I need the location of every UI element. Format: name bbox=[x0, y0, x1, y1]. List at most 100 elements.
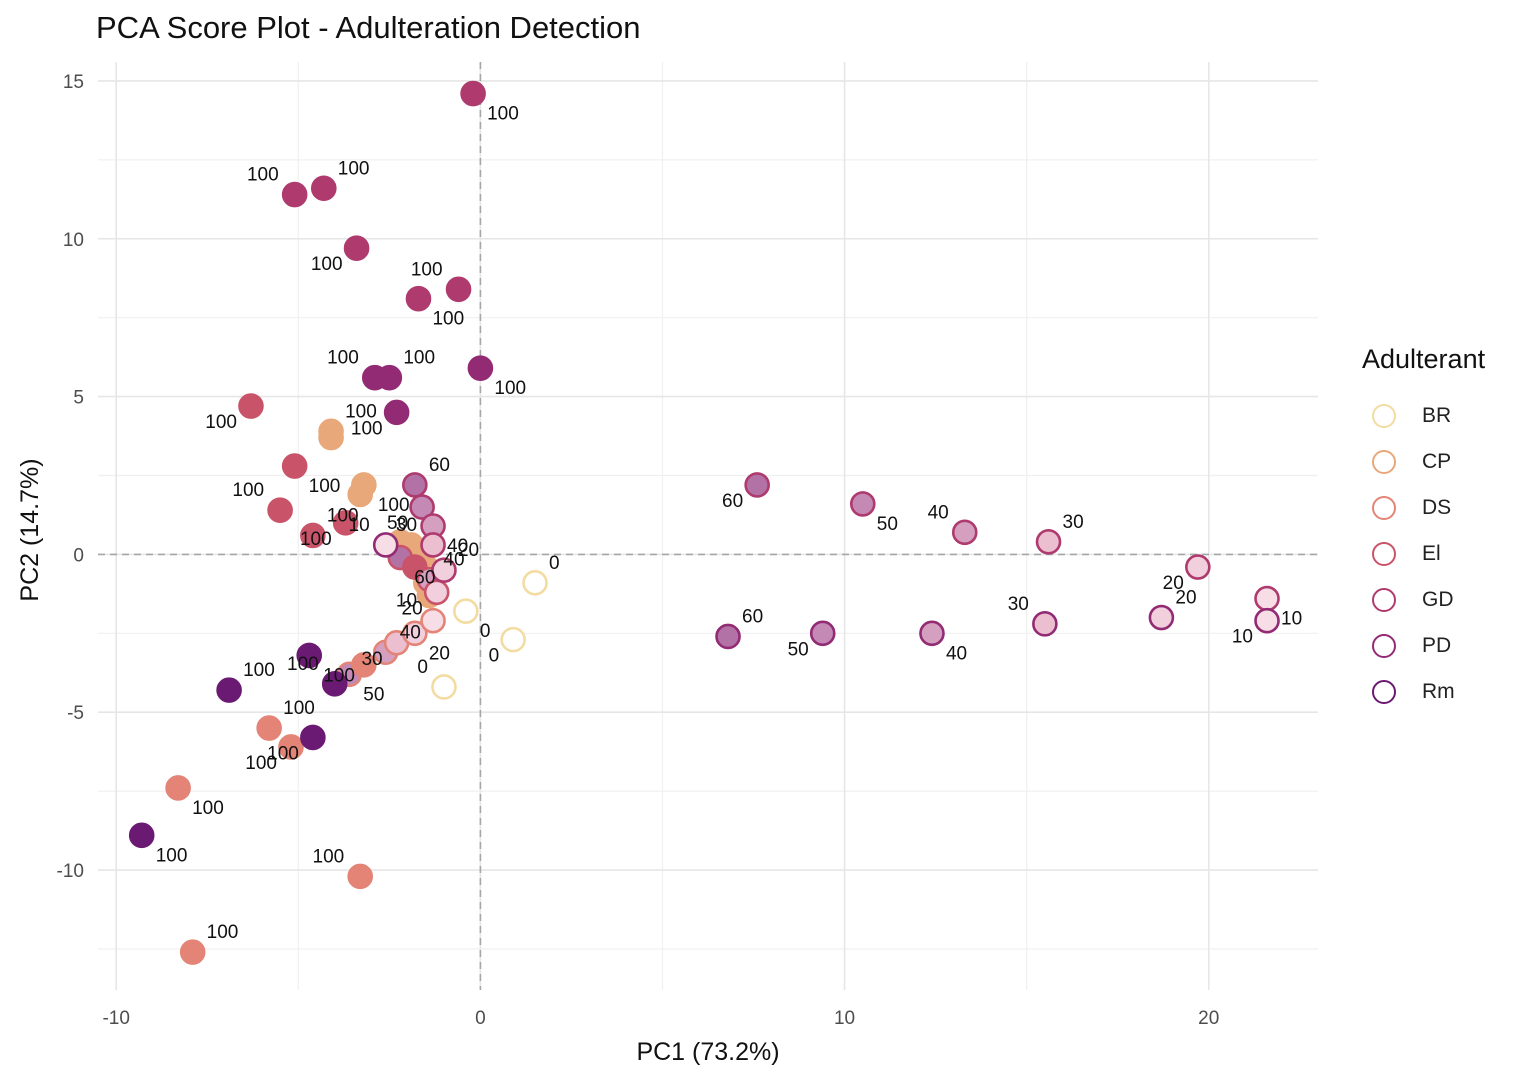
data-points bbox=[128, 80, 1280, 965]
data-label: 100 bbox=[411, 259, 443, 280]
data-point-cp bbox=[347, 481, 374, 508]
data-point-pd bbox=[376, 364, 403, 391]
x-tick-label: 10 bbox=[834, 1008, 855, 1029]
data-label: 60 bbox=[742, 606, 763, 627]
x-tick-label: 20 bbox=[1198, 1008, 1219, 1029]
y-tick-label: 5 bbox=[73, 388, 84, 409]
data-label: 100 bbox=[327, 348, 359, 369]
legend-key bbox=[1372, 404, 1396, 428]
data-label: 100 bbox=[283, 698, 315, 719]
data-label: 0 bbox=[417, 657, 428, 678]
data-point-br bbox=[500, 626, 526, 653]
legend-item-pd: PD bbox=[1362, 623, 1485, 669]
legend-item-br: BR bbox=[1362, 393, 1485, 439]
legend-key bbox=[1372, 634, 1396, 658]
legend-label: Rm bbox=[1422, 680, 1455, 703]
data-label: 100 bbox=[338, 158, 370, 179]
data-label: 60 bbox=[414, 568, 435, 589]
data-label: 10 bbox=[349, 515, 370, 536]
data-point-ds bbox=[420, 607, 446, 634]
legend-key bbox=[1372, 450, 1396, 474]
legend-label: DS bbox=[1422, 496, 1452, 519]
data-point-rm bbox=[216, 677, 242, 703]
x-tick-label: 0 bbox=[475, 1008, 486, 1029]
legend-label: El bbox=[1422, 542, 1441, 565]
data-point-pd bbox=[1032, 611, 1058, 637]
data-label: 100 bbox=[313, 846, 345, 867]
data-label: 100 bbox=[327, 505, 359, 526]
data-label: 100 bbox=[156, 845, 188, 866]
data-label: 20 bbox=[1163, 573, 1184, 594]
data-label: 100 bbox=[207, 922, 239, 943]
legend-key bbox=[1372, 496, 1396, 520]
legend-label: CP bbox=[1422, 450, 1452, 473]
data-label: 100 bbox=[432, 309, 464, 330]
legend-item-rm: Rm bbox=[1362, 669, 1485, 715]
data-label: 60 bbox=[722, 491, 743, 512]
data-label: 20 bbox=[458, 540, 479, 561]
chart-title: PCA Score Plot - Adulteration Detection bbox=[96, 10, 641, 45]
data-label: 100 bbox=[345, 401, 377, 422]
y-tick-label: -5 bbox=[67, 703, 84, 724]
data-label: 10 bbox=[396, 591, 417, 612]
data-label: 30 bbox=[361, 649, 382, 670]
data-point-ds bbox=[165, 775, 191, 801]
data-point-gd bbox=[310, 175, 337, 202]
data-point-el bbox=[423, 579, 450, 606]
legend: Adulterant BR CP DS El GD PD Rm bbox=[1362, 344, 1485, 715]
data-label: 50 bbox=[788, 639, 809, 660]
data-point-gd bbox=[1185, 554, 1211, 580]
data-label: 100 bbox=[494, 378, 526, 399]
legend-items: BR CP DS El GD PD Rm bbox=[1362, 393, 1485, 715]
data-label: 100 bbox=[267, 743, 299, 764]
data-label: 50 bbox=[387, 513, 408, 534]
data-point-el bbox=[300, 522, 326, 549]
data-point-ds bbox=[256, 715, 282, 741]
data-point-el bbox=[332, 510, 359, 536]
legend-item-cp: CP bbox=[1362, 439, 1485, 485]
data-label: 100 bbox=[245, 753, 277, 774]
data-label: 50 bbox=[877, 514, 898, 535]
data-point-gd bbox=[409, 494, 435, 520]
data-point-pd bbox=[467, 355, 494, 381]
data-point-ds bbox=[402, 620, 428, 647]
data-point-gd bbox=[281, 181, 308, 208]
data-point-ds bbox=[278, 734, 304, 760]
data-point-gd bbox=[420, 532, 446, 558]
data-point-gd bbox=[445, 276, 472, 303]
data-point-gd bbox=[951, 519, 978, 546]
data-label: 0 bbox=[489, 646, 500, 667]
data-point-el bbox=[281, 453, 308, 479]
legend-key bbox=[1372, 542, 1396, 566]
data-point-cp bbox=[318, 424, 344, 451]
data-point-gd bbox=[849, 491, 876, 517]
data-point-gd bbox=[1035, 528, 1062, 555]
legend-item-gd: GD bbox=[1362, 577, 1485, 623]
data-label: 50 bbox=[363, 684, 384, 705]
data-label: 100 bbox=[487, 104, 519, 125]
data-label: 100 bbox=[247, 165, 279, 186]
data-point-pd bbox=[715, 623, 741, 650]
data-point-ds bbox=[179, 939, 206, 965]
legend-key bbox=[1372, 680, 1396, 704]
data-label: 10 bbox=[1281, 609, 1302, 630]
data-label: 40 bbox=[447, 536, 468, 557]
legend-item-ds: DS bbox=[1362, 485, 1485, 531]
x-axis-label: PC1 (73.2%) bbox=[636, 1038, 779, 1066]
data-label: 10 bbox=[1232, 627, 1253, 648]
data-point-pd bbox=[1148, 604, 1175, 631]
data-label: 20 bbox=[429, 643, 450, 664]
data-point-pd bbox=[383, 399, 410, 426]
data-label: 100 bbox=[192, 798, 224, 819]
data-point-gd bbox=[460, 80, 486, 107]
reference-lines bbox=[98, 62, 1318, 990]
y-tick-label: 15 bbox=[63, 72, 84, 93]
data-label: 40 bbox=[400, 622, 421, 643]
legend-label: BR bbox=[1422, 404, 1452, 427]
data-point-pd bbox=[809, 620, 836, 647]
data-label: 100 bbox=[232, 480, 264, 501]
data-point-pd bbox=[919, 620, 945, 647]
